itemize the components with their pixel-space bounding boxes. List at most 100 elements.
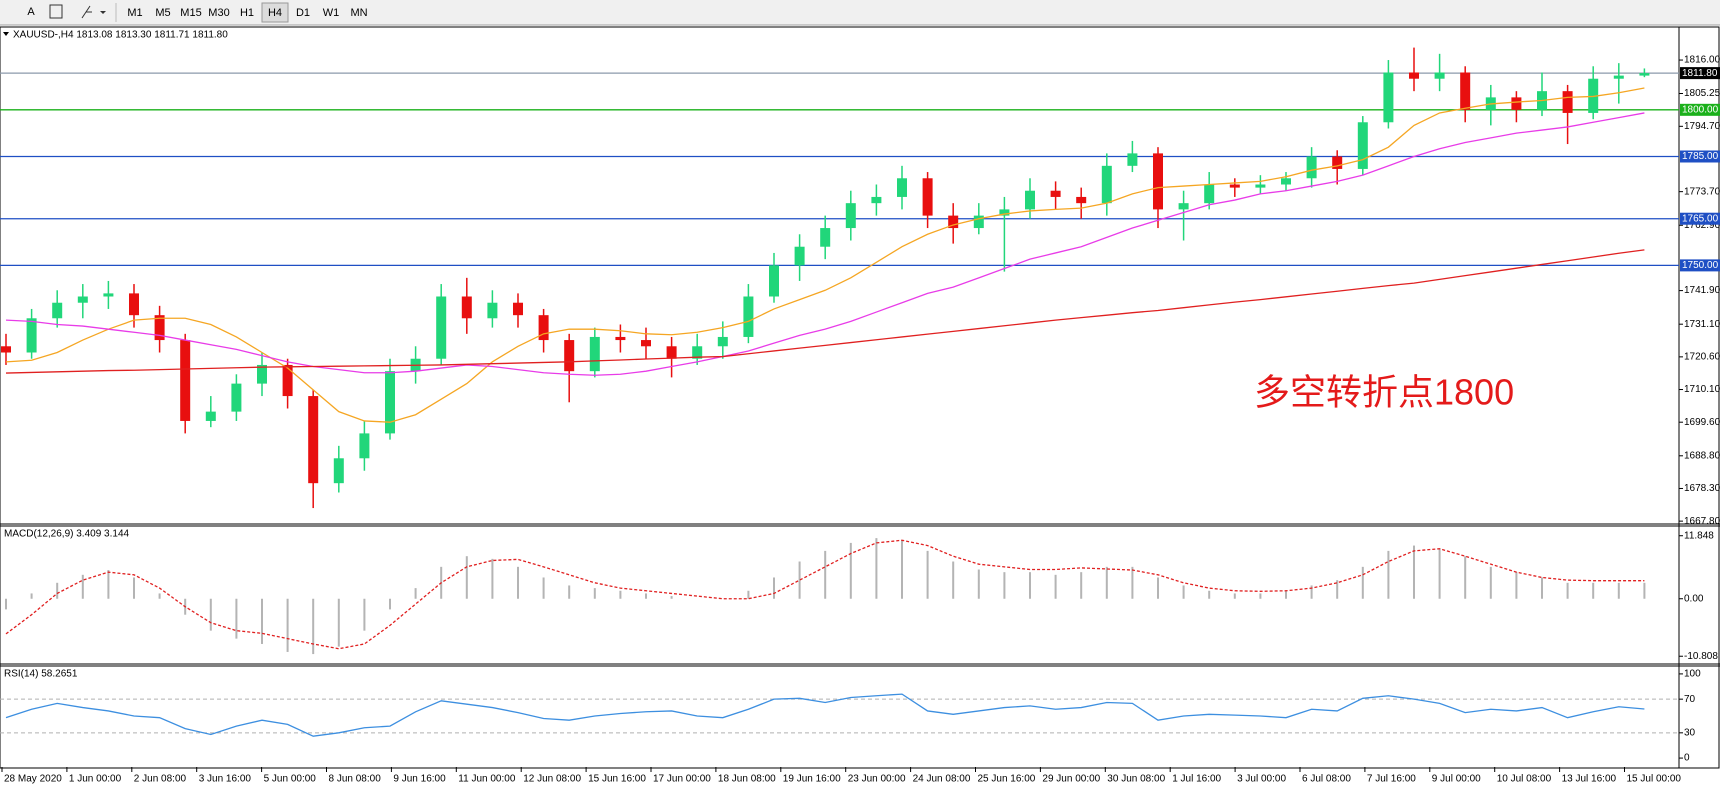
histogram-bar xyxy=(517,566,519,599)
dropdown-arrow[interactable] xyxy=(100,11,106,14)
histogram-bar xyxy=(465,556,468,599)
level-label-box xyxy=(1680,212,1720,225)
candle-body xyxy=(1178,203,1189,210)
histogram-bar xyxy=(593,588,596,599)
histogram-bar xyxy=(670,596,673,599)
timeframe-button[interactable]: H1 xyxy=(240,7,254,19)
level-label: 1765.00 xyxy=(1682,213,1719,224)
histogram-bar xyxy=(1387,550,1390,599)
histogram-bar xyxy=(568,585,571,599)
candle-body xyxy=(129,293,139,316)
histogram-bar xyxy=(1233,593,1236,599)
panel-title: XAUUSD-,H4 1813.08 1813.30 1811.71 1811.… xyxy=(13,30,228,41)
histogram-bar xyxy=(30,593,33,599)
candle-body xyxy=(692,346,703,359)
histogram-bar xyxy=(798,561,801,599)
candle-body xyxy=(1204,184,1215,204)
candle-body xyxy=(26,318,37,353)
candle-body xyxy=(1306,156,1317,179)
histogram-bar xyxy=(773,577,775,599)
font-button[interactable]: A xyxy=(27,6,35,18)
x-tick-label: 29 Jun 00:00 xyxy=(1042,774,1100,785)
timeframe-button[interactable]: M15 xyxy=(180,7,201,19)
x-tick-label: 1 Jun 00:00 xyxy=(69,774,122,785)
timeframe-button[interactable]: H4 xyxy=(268,7,282,19)
candle-body xyxy=(1101,165,1112,204)
x-tick-label: 6 Jul 08:00 xyxy=(1302,774,1351,785)
candle-body xyxy=(77,296,88,303)
candle-body xyxy=(666,346,677,359)
candle-body xyxy=(871,196,882,204)
candle-body xyxy=(769,265,779,297)
y-tick-label: 11.848 xyxy=(1684,530,1714,541)
candle-body xyxy=(205,411,216,421)
x-tick-label: 9 Jun 16:00 xyxy=(393,774,446,785)
candle-body xyxy=(845,203,856,229)
candle-body xyxy=(154,315,165,341)
histogram-bar xyxy=(1003,572,1006,599)
timeframe-button[interactable]: W1 xyxy=(323,7,340,19)
level-label: 1811.80 xyxy=(1682,68,1718,79)
x-tick-label: 5 Jun 00:00 xyxy=(264,774,317,785)
histogram-bar xyxy=(56,582,59,599)
histogram-bar xyxy=(875,538,878,599)
histogram-bar xyxy=(1336,580,1339,599)
candle-body xyxy=(1076,196,1087,204)
y-tick-label: 1773.70 xyxy=(1684,186,1720,197)
histogram-bar xyxy=(824,550,827,599)
level-label: 1785.00 xyxy=(1682,151,1719,162)
histogram-bar xyxy=(1438,548,1441,599)
y-tick-label: 30 xyxy=(1684,727,1696,738)
x-tick-label: 30 Jun 08:00 xyxy=(1107,774,1165,785)
text-label-button[interactable] xyxy=(49,4,63,19)
histogram-bar xyxy=(1105,566,1108,599)
x-tick-label: 15 Jun 16:00 xyxy=(588,774,646,785)
histogram-bar xyxy=(1285,590,1287,599)
panel: 1816.00 1805.25 1794.70 1773.70 1762.90 1741.… xyxy=(0,30,1720,527)
candle-body xyxy=(1255,184,1266,188)
candle-body xyxy=(333,458,344,484)
candle-body xyxy=(1229,184,1240,188)
histogram-bar xyxy=(1259,593,1262,599)
x-tick-label: 13 Jul 16:00 xyxy=(1562,774,1617,785)
x-tick-label: 15 Jul 00:00 xyxy=(1627,774,1682,785)
histogram-bar xyxy=(286,598,289,652)
candle-body xyxy=(717,336,728,347)
y-tick-label: 1688.80 xyxy=(1684,450,1720,461)
indicator-line xyxy=(5,112,1645,376)
candle-body xyxy=(1281,178,1291,185)
y-tick-label: 1667.80 xyxy=(1684,516,1720,527)
timeframe-button[interactable]: D1 xyxy=(296,7,310,19)
timeframe-button[interactable]: M1 xyxy=(127,7,142,19)
y-tick-label: 1805.25 xyxy=(1684,88,1720,99)
x-tick-label: 1 Jul 16:00 xyxy=(1172,774,1221,785)
candle-body xyxy=(1,346,11,353)
candle-body xyxy=(564,340,575,372)
candle-body xyxy=(282,364,293,397)
candle-body xyxy=(641,340,651,347)
y-tick-label: 0.00 xyxy=(1684,593,1704,604)
symbol-arrow xyxy=(3,32,9,36)
candle-body xyxy=(1460,72,1471,110)
objects-button[interactable] xyxy=(81,5,92,19)
indicator-line xyxy=(5,87,1645,423)
histogram-bar xyxy=(1029,572,1031,599)
x-tick-label: 2 Jun 08:00 xyxy=(134,774,187,785)
timeframe-button[interactable]: MN xyxy=(350,7,367,19)
y-tick-label: 1762.90 xyxy=(1684,220,1720,231)
candle-body xyxy=(538,315,549,341)
histogram-bar xyxy=(1566,582,1569,599)
histogram-bar xyxy=(1515,572,1518,599)
y-tick-label: 1678.30 xyxy=(1684,483,1720,494)
candle-body xyxy=(52,302,63,319)
histogram-bar xyxy=(1464,556,1467,599)
histogram-bar xyxy=(901,540,903,599)
histogram-bar xyxy=(1131,566,1134,599)
x-tick-label: 25 Jun 16:00 xyxy=(978,774,1036,785)
histogram-bar xyxy=(747,590,750,599)
panel: 100 70 30 0 RSI(14) 58.2651 xyxy=(0,669,1701,764)
histogram-bar xyxy=(414,588,417,599)
timeframe-button[interactable]: M30 xyxy=(208,7,229,19)
timeframe-button[interactable]: M5 xyxy=(155,7,170,19)
